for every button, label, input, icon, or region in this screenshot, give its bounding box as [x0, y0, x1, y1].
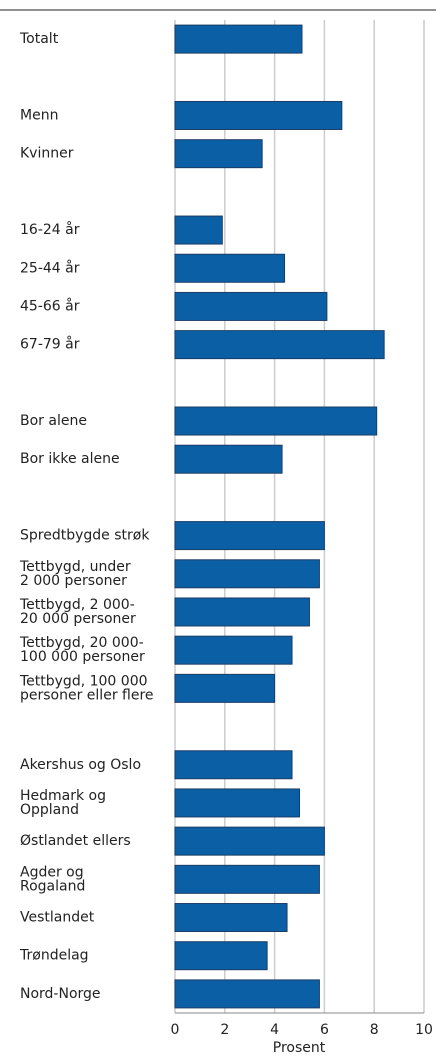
x-tick-label: 4 — [270, 1022, 279, 1038]
y-tick-label: Østlandet ellers — [20, 833, 131, 849]
bar — [174, 864, 320, 894]
y-tick-label: Tettbygd, 100 000 personer eller flere — [19, 673, 154, 703]
y-tick-label: Vestlandet — [20, 910, 95, 926]
x-tick-label: 8 — [370, 1022, 379, 1038]
y-tick-label: Tettbygd, under 2 000 personer — [19, 559, 131, 589]
bar — [174, 521, 325, 551]
x-tick-label: 0 — [171, 1022, 180, 1038]
bar — [174, 826, 325, 856]
y-tick-label: Akershus og Oslo — [20, 757, 141, 773]
y-tick-label: Hedmark og Oppland — [20, 788, 106, 818]
y-tick-label: Trøndelag — [19, 948, 89, 964]
bar — [174, 215, 223, 245]
bar — [174, 788, 300, 818]
bar — [174, 559, 320, 589]
y-tick-label: 16-24 år — [20, 221, 80, 238]
y-tick-label: 25-44 år — [20, 259, 80, 276]
bar — [174, 330, 385, 360]
bar — [174, 941, 268, 971]
y-tick-label: Totalt — [19, 31, 59, 47]
y-tick-label: Bor ikke alene — [20, 451, 120, 467]
bar — [174, 673, 276, 703]
x-tick-label: 2 — [220, 1022, 229, 1038]
x-axis-label: Prosent — [273, 1040, 326, 1056]
x-tick-label: 6 — [320, 1022, 329, 1038]
y-tick-label: Agder og Rogaland — [20, 864, 85, 894]
bar — [174, 291, 328, 321]
bar — [174, 444, 283, 474]
bar — [174, 253, 286, 283]
bar — [174, 750, 293, 780]
y-tick-label: 67-79 år — [20, 336, 80, 353]
y-tick-label: 45-66 år — [20, 297, 80, 314]
bar — [174, 597, 310, 627]
bar — [174, 24, 303, 54]
bar — [174, 406, 378, 436]
x-tick-label: 10 — [415, 1022, 433, 1038]
y-tick-label: Nord-Norge — [20, 986, 101, 1002]
y-tick-label: Spredtbygde strøk — [20, 528, 150, 544]
y-tick-label: Kvinner — [20, 146, 74, 162]
y-tick-label: Tettbygd, 20 000-100 000 personer — [19, 635, 145, 665]
bar — [174, 979, 320, 1009]
bar — [174, 903, 288, 933]
y-tick-label: Tettbygd, 2 000-20 000 personer — [19, 597, 136, 627]
bar — [174, 100, 343, 130]
bar — [174, 635, 293, 665]
y-tick-label: Bor alene — [20, 413, 87, 429]
y-tick-label: Menn — [20, 107, 58, 123]
bar — [174, 139, 263, 169]
